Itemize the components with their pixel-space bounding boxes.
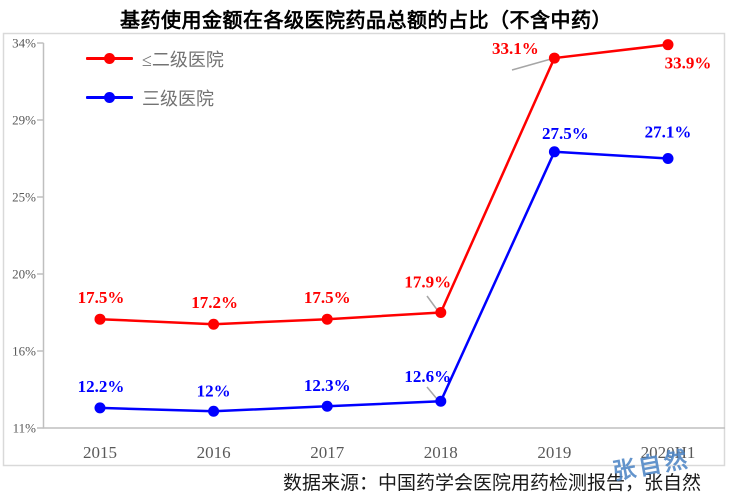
data-point <box>662 153 674 164</box>
y-axis-tick-label: 16% <box>12 344 36 359</box>
data-point <box>662 39 674 51</box>
label-leader-line <box>426 295 439 312</box>
data-point <box>94 313 106 325</box>
x-axis-tick-label: 2016 <box>197 443 231 462</box>
data-point-label: 12.3% <box>304 376 351 395</box>
x-axis-tick-label: 2015 <box>83 443 117 462</box>
chart-title: 基药使用金额在各级医院药品总额的占比（不含中药） <box>120 10 612 32</box>
data-point <box>548 52 560 64</box>
x-axis-tick-label: 2019 <box>537 443 571 462</box>
y-axis-tick-label: 25% <box>12 190 36 205</box>
data-point <box>94 402 106 414</box>
y-axis-tick-label: 29% <box>12 113 36 128</box>
legend-label-tier2: ≤二级医院 <box>142 49 224 70</box>
plot-frame <box>2 32 726 467</box>
label-leader-line <box>426 386 438 400</box>
data-point <box>208 318 220 330</box>
legend-line-marker-red <box>86 53 133 64</box>
y-axis-tick-label: 34% <box>12 36 36 51</box>
label-leader-line <box>511 58 552 71</box>
data-point-label: 17.9% <box>404 273 451 292</box>
data-point-label: 12% <box>197 381 231 400</box>
data-point-label: 17.5% <box>78 288 125 307</box>
legend-line-marker-blue <box>86 92 133 103</box>
source-note: 数据来源：中国药学会医院用药检测报告，张自然 <box>283 473 702 494</box>
data-point-label: 27.5% <box>542 124 589 143</box>
legend-label-tier3: 三级医院 <box>142 88 214 109</box>
data-point-label: 12.6% <box>404 367 451 386</box>
legend-dot-blue <box>104 92 115 103</box>
legend-item-tier2-hospitals: ≤二级医院 <box>86 39 224 78</box>
data-point <box>435 307 447 318</box>
series-line-tier3 <box>99 150 669 413</box>
y-axis-tick-label: 11% <box>13 421 37 436</box>
chart-legend: ≤二级医院 三级医院 <box>86 39 224 117</box>
data-point <box>208 405 220 417</box>
data-point <box>435 395 447 407</box>
y-axis-tick-label: 20% <box>12 267 36 282</box>
data-point-label: 33.1% <box>492 39 539 58</box>
data-point-label: 12.2% <box>78 377 125 396</box>
legend-item-tier3-hospitals: 三级医院 <box>86 78 224 117</box>
data-point <box>321 313 333 325</box>
data-point <box>321 400 333 412</box>
series-line-tier2 <box>99 43 669 326</box>
data-point-label: 27.1% <box>645 123 692 142</box>
x-axis-tick-label: 2020H1 <box>641 443 696 462</box>
data-point <box>548 146 560 158</box>
x-axis-tick-label: 2017 <box>310 443 345 462</box>
data-point-label: 33.9% <box>665 54 712 73</box>
data-point-label: 17.5% <box>304 288 351 307</box>
data-point-label: 17.2% <box>191 293 238 312</box>
legend-dot-red <box>104 53 115 64</box>
x-axis-tick-label: 2018 <box>424 443 458 462</box>
